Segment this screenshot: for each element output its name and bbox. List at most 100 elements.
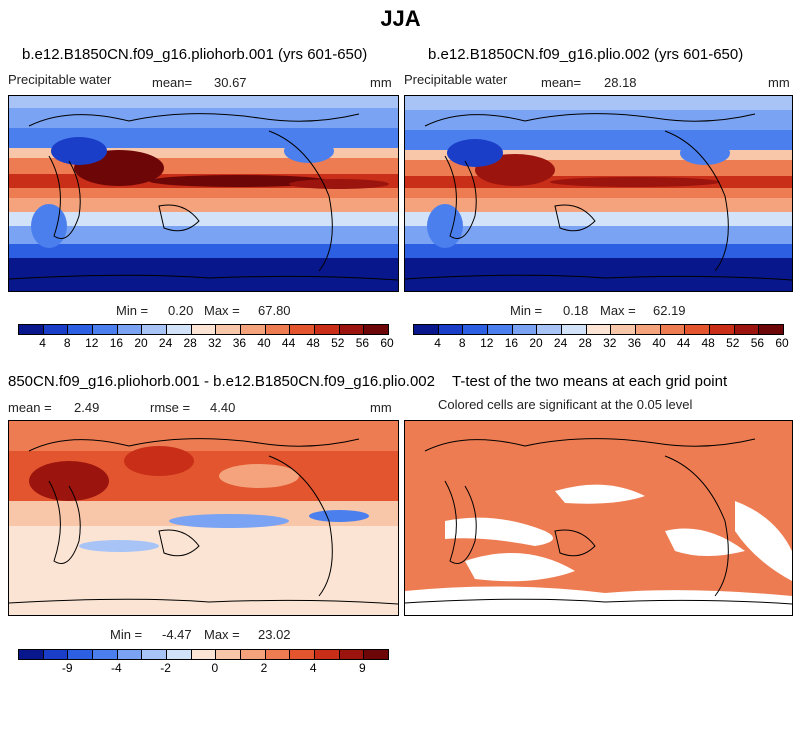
colorbar-swatch (265, 325, 291, 334)
colorbar-swatch (241, 650, 266, 659)
colorbar-swatch (364, 650, 389, 659)
colorbar-swatch (315, 325, 340, 334)
colorbar-tick-label: 16 (109, 336, 124, 350)
colorbar-swatch (290, 650, 316, 659)
colorbar-tick-label: 24 (158, 336, 173, 350)
panel2-min-value: 0.18 (563, 303, 589, 318)
colorbar-tick-label: 4 (309, 661, 317, 675)
panel2-map (404, 95, 793, 292)
colorbar-swatch (117, 325, 143, 334)
colorbar-swatch (414, 325, 439, 334)
panel3-rmse-label: rmse = (150, 400, 191, 415)
colorbar-swatch (142, 325, 168, 334)
panel2-mean-label: mean= (541, 75, 582, 90)
panel1-title: b.e12.B1850CN.f09_g16.pliohorb.001 (yrs … (22, 46, 368, 63)
panel1-mean-value: 30.67 (214, 75, 247, 90)
panel4-subtitle: Colored cells are significant at the 0.0… (438, 397, 693, 412)
colorbar-tick-label: 0 (211, 661, 219, 675)
colorbar-tick-label: 28 (183, 336, 197, 350)
colorbar-swatch (93, 650, 118, 659)
colorbar-tick-label: 36 (627, 336, 642, 350)
colorbar-swatch (265, 650, 291, 659)
colorbar-tick-label: 36 (232, 336, 247, 350)
colorbar-tick-label: 56 (750, 336, 765, 350)
colorbar-tick-label: 52 (331, 336, 345, 350)
colorbar-tick-label: 44 (676, 336, 691, 350)
colorbar-swatch (167, 325, 192, 334)
colorbar-swatch (43, 650, 69, 659)
colorbar-swatch (339, 650, 365, 659)
panel4-map-svg (405, 421, 792, 615)
colorbar-tick-label: 40 (257, 336, 271, 350)
colorbar-tick-label: 4 (39, 336, 46, 350)
colorbar-swatch (339, 325, 365, 334)
colorbar-swatch (315, 650, 340, 659)
panel1-units: mm (370, 75, 392, 90)
colorbar-swatch (191, 650, 217, 659)
panel2-title: b.e12.B1850CN.f09_g16.plio.002 (yrs 601-… (428, 46, 744, 63)
colorbar-tick-label: 2 (260, 661, 268, 675)
colorbar-tick-label: 8 (63, 336, 71, 350)
panel2-units: mm (768, 75, 790, 90)
panel1-map-svg (9, 96, 398, 291)
colorbar-swatch (537, 325, 563, 334)
colorbar-swatch (216, 325, 242, 334)
colorbar-swatch (216, 650, 242, 659)
panel4-title: T-test of the two means at each grid poi… (452, 373, 728, 390)
panel1-max-label: Max = (204, 303, 240, 318)
colorbar-tick-label: 20 (134, 336, 148, 350)
panel3-max-label: Max = (204, 627, 240, 642)
panel3-mean-label: mean = (8, 400, 52, 415)
panel1-min-value: 0.20 (168, 303, 194, 318)
colorbar-tick-label: -2 (160, 661, 171, 675)
panel3-mean-value: 2.49 (74, 400, 100, 415)
colorbar-tick-label: 44 (281, 336, 296, 350)
panel3-colorbar-ticks: -9 -4 -2 0 2 4 9 (18, 661, 387, 677)
colorbar-swatch (117, 650, 143, 659)
panel1-max-value: 67.80 (258, 303, 291, 318)
colorbar-swatch (364, 325, 389, 334)
colorbar-tick-label: 9 (359, 661, 366, 675)
colorbar-tick-label: 32 (208, 336, 222, 350)
colorbar-tick-label: 60 (380, 336, 394, 350)
colorbar-tick-label: -4 (111, 661, 122, 675)
colorbar-tick-label: 12 (85, 336, 99, 350)
panel3-map-svg (9, 421, 398, 615)
panel2-colorbar (413, 324, 784, 335)
panel2-max-value: 62.19 (653, 303, 686, 318)
colorbar-swatch (241, 325, 266, 334)
colorbar-tick-label: 40 (652, 336, 666, 350)
colorbar-tick-label: 56 (355, 336, 370, 350)
colorbar-tick-label: 12 (480, 336, 494, 350)
colorbar-swatch (685, 325, 711, 334)
panel2-map-svg (405, 96, 792, 291)
colorbar-swatch (142, 650, 168, 659)
colorbar-swatch (191, 325, 217, 334)
colorbar-swatch (19, 650, 44, 659)
colorbar-tick-label: 60 (775, 336, 789, 350)
colorbar-swatch (68, 325, 94, 334)
colorbar-tick-label: 16 (504, 336, 519, 350)
colorbar-swatch (759, 325, 784, 334)
panel3-max-value: 23.02 (258, 627, 291, 642)
colorbar-tick-label: 32 (603, 336, 617, 350)
colorbar-swatch (710, 325, 735, 334)
colorbar-swatch (463, 325, 489, 334)
colorbar-swatch (636, 325, 661, 334)
panel3-colorbar (18, 649, 389, 660)
colorbar-tick-label: 28 (578, 336, 592, 350)
colorbar-swatch (611, 325, 637, 334)
panel1-min-label: Min = (116, 303, 149, 318)
panel2-mean-value: 28.18 (604, 75, 637, 90)
panel3-min-value: -4.47 (162, 627, 192, 642)
colorbar-swatch (512, 325, 538, 334)
colorbar-swatch (586, 325, 612, 334)
colorbar-swatch (438, 325, 464, 334)
panel3-min-label: Min = (110, 627, 143, 642)
colorbar-tick-label: 52 (726, 336, 740, 350)
panel2-max-label: Max = (600, 303, 636, 318)
panel1-field-label: Precipitable water (8, 72, 112, 87)
panel3-units: mm (370, 400, 392, 415)
colorbar-swatch (562, 325, 587, 334)
colorbar-swatch (93, 325, 118, 334)
